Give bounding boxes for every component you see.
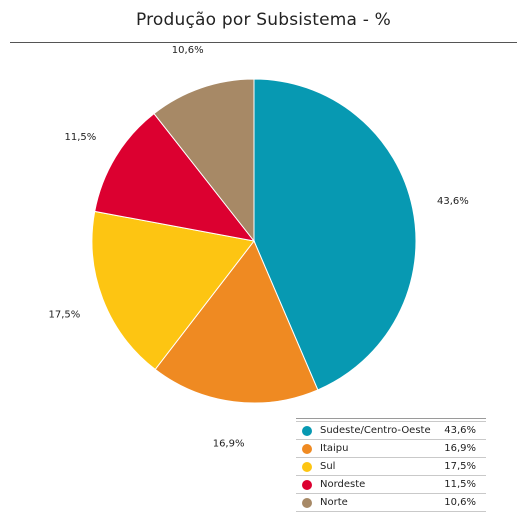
legend-top-rule	[296, 418, 486, 421]
slice-label-1: 16,9%	[213, 438, 245, 449]
legend-value: 11,5%	[444, 479, 476, 490]
slice-label-0: 43,6%	[437, 196, 469, 207]
pie-slices	[91, 78, 417, 404]
slice-label-3: 11,5%	[65, 132, 97, 143]
legend: Sudeste/Centro-Oeste 43,6% Itaipu 16,9% Sul 1…	[296, 418, 486, 512]
legend-swatch	[302, 497, 312, 508]
pie-slice-0	[253, 78, 417, 391]
slice-label-4: 10,6%	[172, 45, 204, 56]
pie-slice-3	[94, 112, 256, 242]
legend-value: 16,9%	[444, 443, 476, 454]
legend-swatch	[302, 443, 312, 454]
legend-value: 43,6%	[444, 425, 476, 436]
legend-swatch	[302, 425, 312, 436]
legend-swatch	[302, 461, 312, 472]
legend-item-1: Itaipu 16,9%	[296, 439, 486, 457]
legend-swatch	[302, 479, 312, 490]
slice-labels: 43,6% 16,9% 17,5% 11,5% 10,6%	[49, 45, 469, 449]
legend-value: 17,5%	[444, 461, 476, 472]
chart-title: Produção por Subsistema - %	[135, 10, 392, 30]
legend-item-2: Sul 17,5%	[296, 457, 486, 475]
legend-item-0: Sudeste/Centro-Oeste 43,6%	[296, 421, 486, 439]
legend-label: Itaipu	[320, 443, 349, 454]
legend-label: Norte	[320, 497, 348, 508]
legend-label: Nordeste	[320, 479, 366, 490]
legend-label: Sudeste/Centro-Oeste	[320, 425, 431, 436]
legend-rows: Sudeste/Centro-Oeste 43,6% Itaipu 16,9% Sul 1…	[296, 421, 486, 512]
legend-item-4: Norte 10,6%	[296, 493, 486, 512]
pie-slice-4	[153, 78, 255, 243]
legend-item-3: Nordeste 11,5%	[296, 475, 486, 493]
pie-slice-1	[154, 240, 319, 404]
slice-label-2: 17,5%	[49, 310, 81, 321]
legend-label: Sul	[320, 461, 336, 472]
title-divider	[10, 42, 517, 43]
pie-slice-2	[91, 210, 255, 371]
legend-value: 10,6%	[444, 497, 476, 508]
